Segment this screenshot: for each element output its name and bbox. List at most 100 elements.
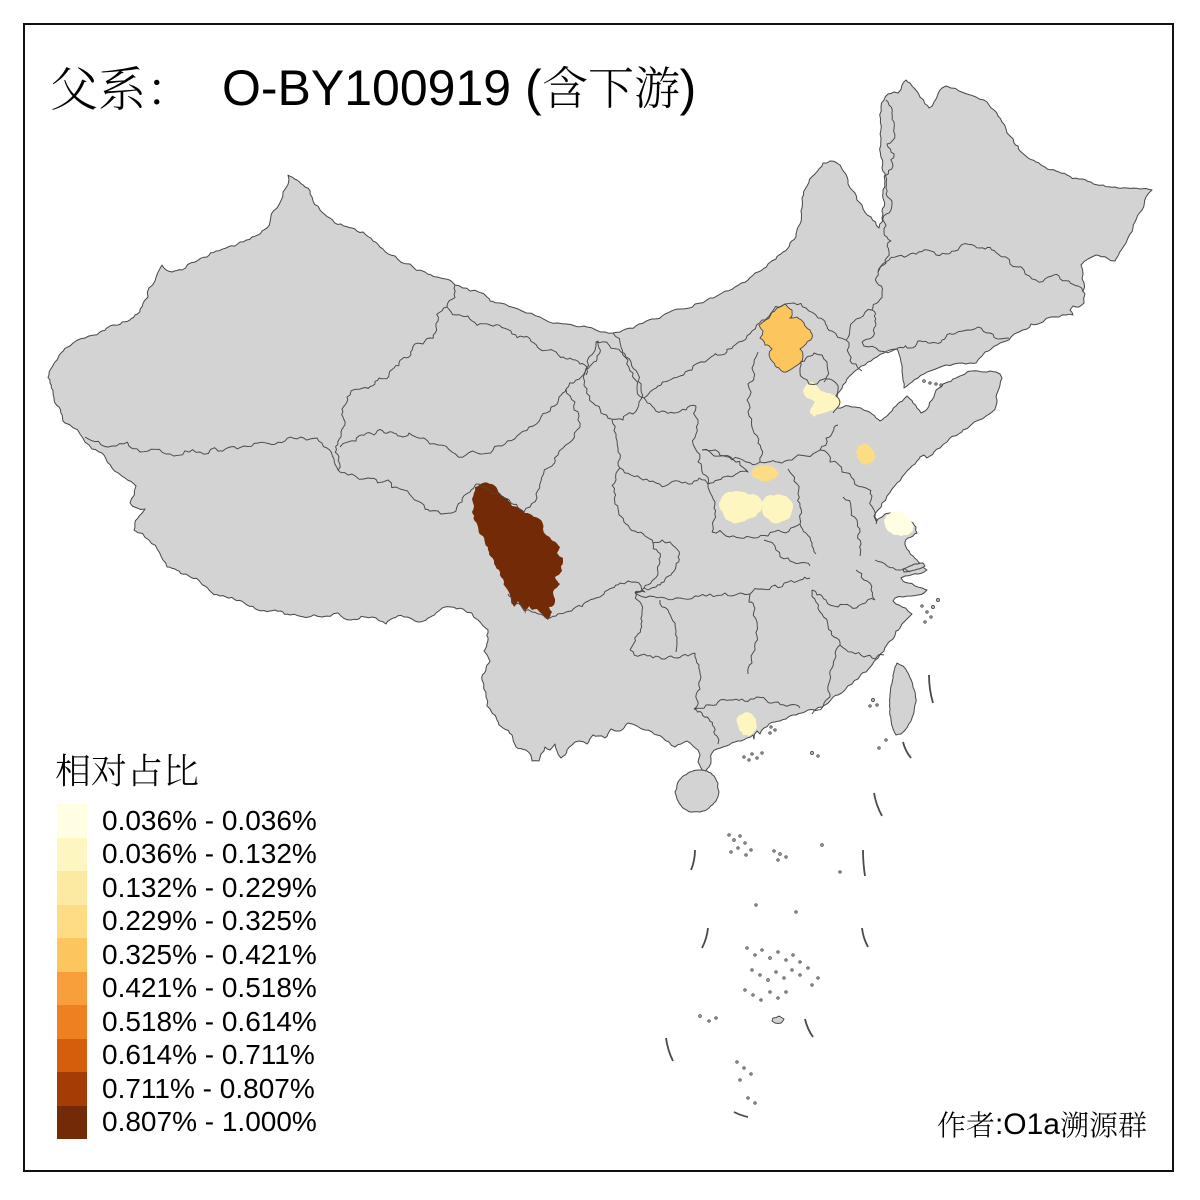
island-speck <box>735 1060 739 1064</box>
border-tibet_qh <box>337 469 477 515</box>
border-hubei_jx <box>749 576 811 595</box>
region-tianjin-langfang <box>803 382 842 417</box>
island-speck <box>745 946 749 950</box>
nine-dash-segment <box>733 1111 749 1118</box>
island-speck <box>727 833 731 837</box>
border-anhui_zhejiang <box>855 569 876 601</box>
island-speck <box>772 849 776 853</box>
border-im_hebei <box>734 302 847 346</box>
island-speck <box>755 756 759 760</box>
island-speck <box>732 838 736 842</box>
border-hubei_shaanxi <box>707 484 717 533</box>
legend-label: 0.711% - 0.807% <box>102 1072 315 1104</box>
island-speck <box>743 841 747 845</box>
border-im_shaanxi <box>612 332 697 414</box>
border-guizhou_guangxi <box>629 649 696 660</box>
border-zhejiang_jx <box>811 589 841 645</box>
border-gansu_sichuan_qh <box>519 388 581 513</box>
island-speck <box>707 1019 711 1023</box>
border-shanxi_hebei <box>746 351 764 463</box>
island-speck <box>884 738 888 742</box>
island-speck <box>936 598 940 602</box>
border-guizhou_hunan <box>659 600 678 653</box>
legend-row: 0.711% - 0.807% <box>57 1072 317 1106</box>
legend-swatch <box>57 938 87 972</box>
border-hebei_sd_henan <box>759 424 839 464</box>
legend-swatch <box>57 1105 87 1139</box>
island-speck <box>747 758 751 762</box>
border-shaanxi_sichuan <box>619 467 709 488</box>
cjk-glyph <box>543 65 587 109</box>
island-itu-aba <box>771 1015 785 1024</box>
border-hubei_henan <box>711 523 801 539</box>
cjk-glyph <box>92 753 126 787</box>
cjk-glyph <box>1090 1111 1117 1138</box>
legend-swatch <box>57 1072 87 1106</box>
island-speck <box>776 950 780 954</box>
island-speck <box>760 751 764 755</box>
border-jl_ln <box>861 326 1010 354</box>
author-cjk-author <box>937 1111 994 1138</box>
nine-dash-segment <box>862 849 866 877</box>
author-latin: :O1a <box>994 1108 1060 1141</box>
legend-label: 0.807% - 1.000% <box>102 1106 317 1138</box>
legend-swatch <box>57 971 87 1005</box>
title-cjk-suffix <box>543 65 679 109</box>
legend-label: 0.132% - 0.229% <box>102 871 317 903</box>
title-latin: O-BY100919 ( <box>222 63 542 113</box>
border-im_sx <box>643 344 736 399</box>
island-speck <box>766 978 770 982</box>
island-speck <box>934 382 938 386</box>
island-speck <box>776 858 780 862</box>
border-shaanxi_henan <box>701 449 749 485</box>
island-speck <box>773 728 777 732</box>
author-cjk-group <box>1061 1111 1147 1138</box>
island-speck <box>838 870 842 874</box>
cjk-glyph <box>154 79 160 105</box>
legend-label: 0.325% - 0.421% <box>102 938 317 970</box>
author-colon: : <box>994 1108 1004 1141</box>
cjk-glyph <box>966 1111 994 1138</box>
island-speck <box>759 998 763 1002</box>
island-speck <box>750 752 754 756</box>
legend-title-glyphs <box>56 753 198 787</box>
title-paren-open: ( <box>525 60 542 116</box>
island-speck <box>736 846 740 850</box>
legend-row: 0.614% - 0.711% <box>57 1038 317 1072</box>
border-anhui_jiangsu <box>842 496 862 557</box>
border-fujian_zhejiang <box>839 644 885 660</box>
legend: 相对占比 0.036% - 0.036% 0.036% - 0.132% 0.1… <box>55 752 317 1139</box>
nine-dash-segment <box>665 1037 674 1062</box>
border-gd_hunan_jx <box>693 696 801 710</box>
border-im_gansu <box>446 306 588 376</box>
border-hunan_gx <box>693 652 702 710</box>
border-yunnan_guizhou <box>629 591 644 651</box>
border-sd_west <box>819 449 878 525</box>
legend-label: 0.036% - 0.036% <box>102 804 317 836</box>
legend-row: 0.132% - 0.229% <box>57 871 317 905</box>
legend-label: 0.421% - 0.518% <box>102 972 317 1004</box>
island-speck <box>768 990 772 994</box>
legend-row: 0.325% - 0.421% <box>57 938 317 972</box>
border-hunan_jiangxi <box>747 593 758 675</box>
border-tianjin <box>823 378 841 414</box>
island-speck <box>928 381 932 385</box>
nine-dash-segment <box>928 674 934 704</box>
legend-rows: 0.036% - 0.036% 0.036% - 0.132% 0.132% -… <box>57 804 317 1139</box>
legend-row: 0.229% - 0.325% <box>57 904 317 938</box>
border-gansu_shaanxi <box>611 419 621 469</box>
legend-label: 0.229% - 0.325% <box>102 905 317 937</box>
author-credit: 作者 :O1a 溯源群 <box>937 1108 1147 1141</box>
island-speck <box>738 834 742 838</box>
island-speck <box>768 731 772 735</box>
cjk-glyph <box>167 754 198 786</box>
island-speck <box>939 383 943 387</box>
border-zhejiang_anhui_s <box>811 589 876 609</box>
border-xj_gansu <box>334 284 456 471</box>
island-speck <box>920 604 924 608</box>
cjk-glyph <box>52 66 97 110</box>
island-speck <box>751 993 755 997</box>
title-paren-close: ) <box>679 60 697 116</box>
